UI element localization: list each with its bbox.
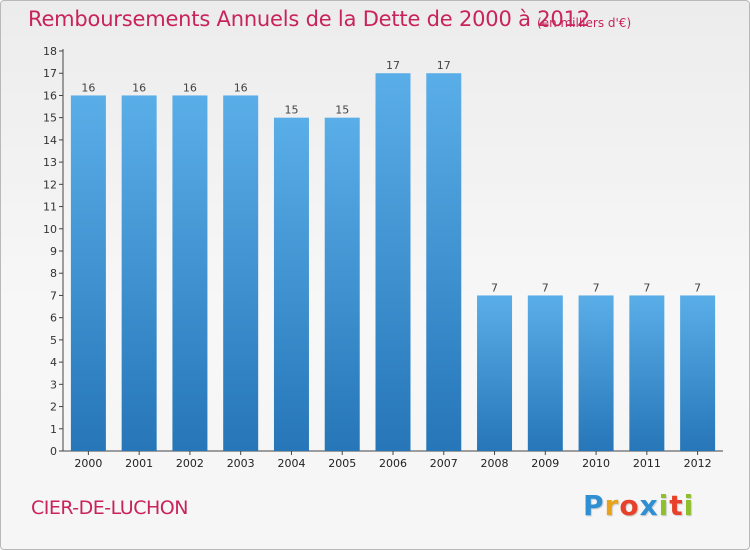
bar-value-label: 7	[593, 281, 600, 294]
x-tick-label: 2003	[227, 457, 255, 470]
bar	[375, 73, 411, 451]
proxiti-logo: Proxiti	[583, 489, 694, 522]
x-tick-label: 2010	[582, 457, 610, 470]
logo-letter: t	[669, 489, 684, 522]
y-tick-label: 7	[50, 289, 57, 302]
bar-value-label: 17	[386, 59, 400, 72]
y-tick-label: 0	[50, 445, 57, 458]
y-tick-label: 11	[43, 201, 57, 214]
x-tick-label: 2006	[379, 457, 407, 470]
y-tick-label: 6	[50, 312, 57, 325]
logo-letter: o	[619, 489, 640, 522]
x-tick-label: 2002	[176, 457, 204, 470]
bar	[223, 95, 259, 451]
y-tick-label: 4	[50, 356, 57, 369]
x-tick-label: 2011	[633, 457, 661, 470]
bar	[527, 295, 563, 451]
commune-name: CIER-DE-LUCHON	[31, 497, 188, 519]
x-tick-label: 2004	[277, 457, 305, 470]
bar-value-label: 7	[542, 281, 549, 294]
chart-bars	[70, 73, 716, 452]
y-tick-label: 2	[50, 401, 57, 414]
bar	[70, 95, 106, 451]
bar-value-label: 16	[183, 81, 197, 94]
bar-value-label: 16	[132, 81, 146, 94]
bar-value-label: 15	[284, 104, 298, 117]
bar	[578, 295, 614, 451]
y-tick-label: 18	[43, 45, 57, 58]
chart-title: Remboursements Annuels de la Dette de 20…	[28, 7, 590, 31]
x-tick-label: 2008	[481, 457, 509, 470]
bar	[172, 95, 208, 451]
y-tick-label: 16	[43, 89, 57, 102]
y-tick-label: 13	[43, 156, 57, 169]
bar	[324, 117, 360, 452]
logo-letter: i	[683, 489, 695, 522]
bar-value-label: 15	[335, 104, 349, 117]
bar-value-label: 7	[694, 281, 701, 294]
logo-letter: P	[583, 489, 605, 522]
y-tick-label: 5	[50, 334, 57, 347]
bar-value-label: 17	[437, 59, 451, 72]
y-tick-label: 3	[50, 378, 57, 391]
bar	[426, 73, 462, 451]
bar-value-label: 7	[491, 281, 498, 294]
chart-unit: (en milliers d'€)	[537, 16, 632, 30]
bar	[273, 117, 309, 452]
chart-labels: 16 2000 16 2001 16 2002 16 2003 15 2004 15 2005 17 20…	[74, 59, 711, 470]
x-tick-label: 2001	[125, 457, 153, 470]
bar-value-label: 16	[234, 81, 248, 94]
bar	[629, 295, 665, 451]
bar-value-label: 7	[643, 281, 650, 294]
bar	[477, 295, 513, 451]
y-tick-label: 8	[50, 267, 57, 280]
y-tick-label: 1	[50, 423, 57, 436]
y-tick-label: 17	[43, 67, 57, 80]
y-tick-label: 10	[43, 223, 57, 236]
y-tick-label: 14	[43, 134, 57, 147]
x-tick-label: 2012	[684, 457, 712, 470]
y-tick-label: 15	[43, 112, 57, 125]
logo-letter: x	[639, 489, 659, 522]
bar	[121, 95, 157, 451]
x-tick-label: 2005	[328, 457, 356, 470]
bar-value-label: 16	[81, 81, 95, 94]
x-tick-label: 2000	[74, 457, 102, 470]
x-tick-label: 2009	[531, 457, 559, 470]
x-tick-label: 2007	[430, 457, 458, 470]
bar	[680, 295, 716, 451]
logo-letter: i	[658, 489, 670, 522]
y-tick-label: 12	[43, 178, 57, 191]
logo-letter: r	[604, 489, 620, 522]
y-tick-label: 9	[50, 245, 57, 258]
